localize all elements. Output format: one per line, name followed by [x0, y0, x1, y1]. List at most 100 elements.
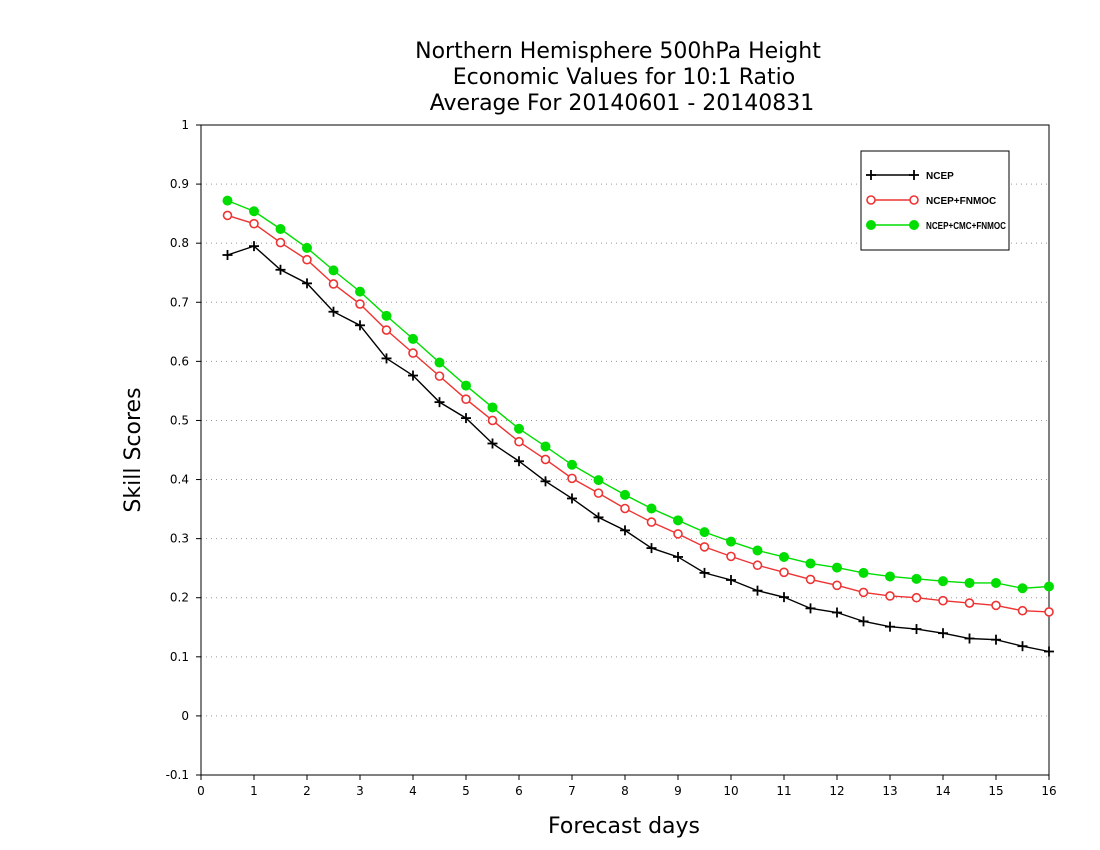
data-point [1044, 646, 1054, 657]
data-point [1017, 605, 1028, 616]
legend-marker [909, 195, 919, 205]
data-point [567, 459, 577, 470]
data-point [275, 264, 286, 275]
data-point [911, 573, 922, 584]
x-tick-label: 11 [776, 784, 791, 798]
data-point [381, 353, 392, 364]
data-point [487, 415, 498, 426]
data-point [302, 278, 312, 289]
legend-item: NCEP+CMC+FNMOC [866, 220, 1006, 232]
data-point [514, 423, 524, 434]
data-point [885, 621, 895, 632]
legend-label: NCEP [926, 171, 954, 182]
data-point [726, 551, 736, 562]
data-point [911, 624, 922, 635]
data-point [1044, 607, 1054, 617]
x-tick-label: 10 [723, 784, 738, 798]
data-point [1017, 641, 1028, 652]
x-axis: 0 1 2 3 4 5 6 7 8 9 10 11 12 13 14 15 16 [197, 775, 1057, 798]
data-point [991, 600, 1001, 611]
data-point [991, 634, 1001, 645]
data-point [673, 529, 683, 539]
y-axis: -0.1 0 0.1 0.2 0.3 0.4 0.5 0.6 0.7 0.8 0.9 1 [166, 118, 201, 782]
series-line [227, 214, 1050, 613]
x-tick-label: 1 [250, 784, 258, 798]
legend-label: NCEP+CMC+FNMOC [926, 221, 1006, 232]
legend-marker [866, 170, 876, 180]
x-tick-label: 9 [674, 784, 682, 798]
data-point [302, 254, 312, 265]
data-point [249, 218, 259, 229]
data-point [726, 536, 736, 547]
x-tick-label: 15 [988, 784, 1003, 798]
data-point [540, 476, 551, 487]
data-point [779, 551, 789, 562]
title-line-3: Average For 20140601 - 20140831 [430, 91, 815, 116]
data-point [938, 595, 948, 606]
data-point [858, 567, 869, 578]
y-tick-label: -0.1 [166, 768, 189, 782]
series-ncep [222, 241, 1054, 657]
data-point [620, 489, 630, 500]
data-point [1044, 581, 1054, 592]
data-point [805, 603, 816, 614]
data-point [222, 210, 233, 221]
data-point [646, 543, 657, 554]
x-tick-label: 7 [568, 784, 576, 798]
data-point [434, 371, 445, 381]
data-point [832, 607, 842, 618]
x-tick-label: 2 [303, 784, 311, 798]
data-point [328, 265, 339, 276]
data-point [514, 436, 524, 447]
data-point [964, 577, 975, 588]
data-point [222, 195, 233, 206]
data-point [885, 591, 895, 601]
data-point [673, 515, 683, 526]
data-point [858, 616, 869, 627]
data-point [434, 357, 445, 368]
data-point [991, 577, 1001, 588]
data-point [487, 438, 498, 449]
data-point [487, 402, 498, 413]
legend-item: NCEP+FNMOC [866, 195, 996, 207]
data-point [461, 413, 471, 424]
data-point [964, 633, 975, 644]
legend-marker [866, 220, 876, 230]
data-point [381, 310, 392, 321]
grid-lines [201, 183, 1049, 717]
y-tick-label: 0.2 [170, 591, 189, 605]
data-point [222, 250, 233, 260]
data-point [461, 380, 471, 391]
data-point [646, 517, 657, 527]
data-point [699, 567, 710, 578]
x-tick-label: 6 [515, 784, 523, 798]
data-point [275, 224, 286, 234]
data-point [646, 503, 657, 514]
data-point [726, 575, 736, 585]
data-point [593, 512, 604, 523]
y-tick-label: 0.5 [170, 413, 189, 427]
data-point [779, 567, 789, 578]
data-point [620, 525, 630, 536]
data-point [593, 488, 604, 498]
y-tick-label: 0.1 [170, 650, 189, 664]
data-point [673, 551, 683, 562]
data-point [752, 585, 763, 596]
legend-marker [909, 170, 919, 180]
data-point [249, 206, 259, 217]
y-axis-title: Skill Scores [121, 387, 146, 512]
data-point [805, 574, 816, 585]
data-point [620, 503, 630, 514]
data-point [408, 370, 418, 381]
data-point [964, 598, 975, 608]
data-point [885, 571, 895, 582]
data-point [567, 493, 577, 504]
legend-marker [866, 195, 876, 205]
series-line [227, 245, 1050, 653]
series-ncep-cmc-fnmoc [222, 195, 1054, 594]
data-point [832, 562, 842, 573]
x-tick-label: 13 [882, 784, 897, 798]
y-tick-label: 0.7 [170, 295, 189, 309]
data-point [434, 397, 445, 408]
x-tick-label: 3 [356, 784, 364, 798]
